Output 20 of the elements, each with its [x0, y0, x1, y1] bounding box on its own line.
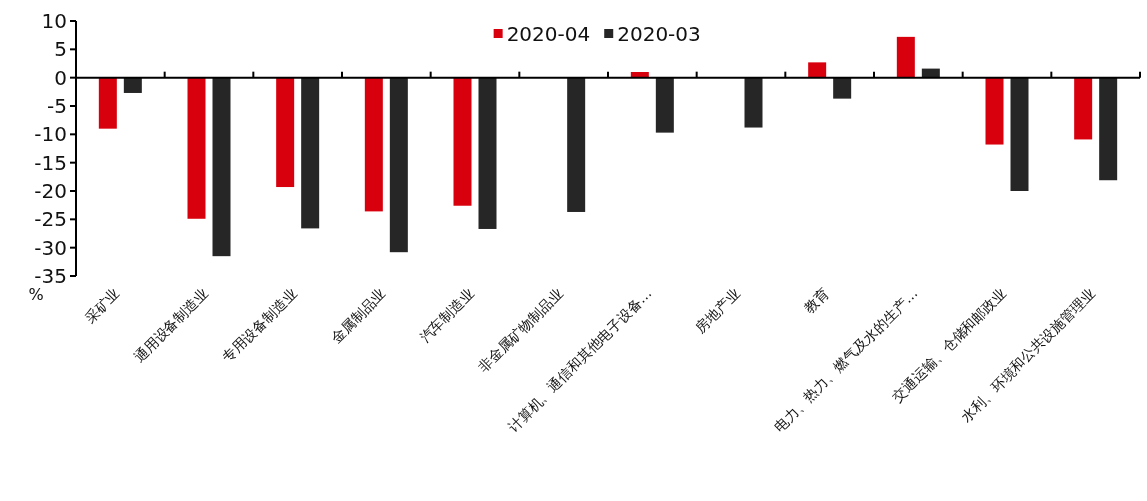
- x-tick-label: 教育: [800, 284, 832, 316]
- y-tick-label: -5: [47, 94, 67, 118]
- y-tick-label: 0: [54, 65, 67, 90]
- legend-label: 2020-03: [617, 22, 701, 46]
- y-tick-label: -35: [34, 264, 67, 288]
- x-tick-label: 房地产业: [692, 284, 744, 336]
- y-axis-title: %: [28, 285, 44, 304]
- x-tick-label: 采矿业: [81, 284, 123, 326]
- x-tick-label: 金属制品业: [327, 284, 389, 346]
- y-tick-label: -15: [34, 150, 67, 175]
- y-tick-label: -30: [34, 235, 67, 260]
- legend-label: 2020-04: [506, 22, 591, 46]
- y-tick-label: -20: [34, 179, 67, 203]
- x-tick-label: 汽车制造业: [416, 284, 478, 346]
- y-tick-label: -25: [34, 207, 67, 232]
- y-tick-label: -10: [34, 122, 67, 147]
- x-tick-label: 通用设备制造业: [130, 284, 212, 366]
- y-tick-label: 5: [54, 37, 67, 62]
- y-tick-label: 10: [41, 9, 67, 33]
- x-tick-label: 专用设备制造业: [219, 284, 300, 366]
